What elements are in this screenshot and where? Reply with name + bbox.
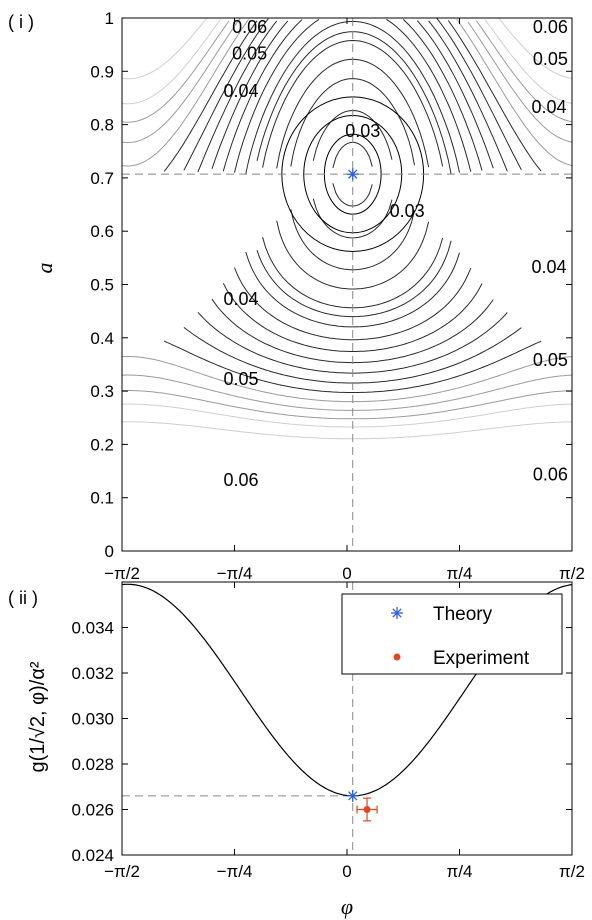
- x-tick-label: π/4: [447, 564, 473, 583]
- contour-line: [121, 356, 573, 403]
- contour-label: 0.05: [533, 350, 568, 370]
- y-tick-label: 0.4: [90, 329, 114, 348]
- y-axis-label: a: [32, 263, 57, 274]
- y-tick-label: 0.9: [90, 62, 114, 81]
- panel-ii-label: ( ii ): [8, 588, 38, 608]
- panel-i-label: ( i ): [8, 12, 34, 32]
- legend-theory-asterisk: [391, 607, 403, 619]
- panel-i: ( i ) 0.06 0.060.05 0.050.040.040.030.030.…: [8, 9, 585, 583]
- x-axis-label: φ: [341, 894, 353, 919]
- y-tick-label: 0.3: [90, 382, 114, 401]
- guide-lines: [122, 18, 572, 551]
- contour-label: 0.06: [223, 470, 258, 490]
- contour-label: 0.03: [345, 121, 380, 141]
- y-tick-label: 0.6: [90, 222, 114, 241]
- contour-line: [121, 19, 573, 105]
- x-axis-ticks: −π/2 −π/4 0 π/4 π/2: [104, 18, 585, 583]
- contour-label: 0.06: [533, 17, 568, 37]
- contour-line: [222, 282, 483, 352]
- y-tick-label: 0.024: [71, 846, 114, 865]
- legend-box: [341, 593, 563, 675]
- contour-label: 0.04: [223, 81, 258, 101]
- contour-line: [256, 240, 452, 318]
- y-tick-label: 0.1: [90, 489, 114, 508]
- contour-label: 0.05: [232, 44, 267, 64]
- contour-line: [121, 17, 573, 80]
- contour-label: 0.06: [533, 465, 568, 485]
- legend: Theory Experiment: [341, 593, 563, 675]
- x-tick-label: −π/2: [104, 564, 140, 583]
- contour-line: [234, 267, 472, 341]
- legend-theory-marker: [391, 607, 403, 619]
- experiment-marker: [356, 797, 378, 822]
- contour-label: 0.03: [390, 201, 425, 221]
- contour-line: [262, 39, 444, 168]
- y-tick-label: 0.2: [90, 435, 114, 454]
- contour-label: 0.04: [531, 97, 566, 117]
- contour-line: [122, 421, 573, 440]
- contour-label: 0.05: [533, 49, 568, 69]
- x-tick-label: −π/4: [217, 862, 253, 881]
- contour-line: [121, 18, 573, 144]
- contour-label: 0.06: [232, 17, 267, 37]
- y-tick-label: 0.7: [90, 169, 114, 188]
- contour-line: [234, 18, 472, 173]
- y-tick-label: 0.8: [90, 116, 114, 135]
- x-tick-label: 0: [342, 862, 351, 881]
- contour-line: [211, 20, 494, 169]
- y-tick-label: 0.030: [71, 710, 114, 729]
- panel-ii: ( ii ) 0.024 0.026 0.028 0.030 0.032 0.034 −π…: [8, 581, 585, 919]
- contour-label: 0.05: [223, 369, 258, 389]
- contour-line: [121, 18, 573, 167]
- x-tick-label: −π/2: [104, 862, 140, 881]
- contour-line: [222, 19, 483, 172]
- x-tick-label: π/2: [559, 564, 585, 583]
- y-tick-label: 0.026: [71, 801, 114, 820]
- contour-line: [121, 20, 573, 123]
- theory-point: [346, 168, 359, 181]
- y-axis-ticks: 0 0.1 0.2 0.3 0.4 0.5 0.6 0.7 0.8 0.9 1: [90, 9, 572, 561]
- contour-line: [256, 31, 452, 175]
- x-axis-ticks: −π/2 −π/4 0 π/4 π/2: [104, 582, 585, 881]
- contour-line: [163, 340, 542, 393]
- contour-line: [245, 251, 460, 328]
- y-axis-ticks: 0.024 0.026 0.028 0.030 0.032 0.034: [71, 619, 572, 865]
- contour-lines: [121, 17, 573, 440]
- x-tick-label: π/4: [447, 862, 473, 881]
- contour-line: [312, 198, 393, 239]
- y-tick-label: 1: [105, 9, 114, 28]
- theory-marker: [346, 168, 359, 181]
- legend-experiment-label: Experiment: [433, 648, 530, 669]
- contour-line: [183, 18, 522, 171]
- contour-line: [122, 374, 573, 411]
- y-tick-label: 0: [105, 542, 114, 561]
- contour-label: 0.04: [531, 257, 566, 277]
- y-tick-label: 0.5: [90, 276, 114, 295]
- x-tick-label: π/2: [559, 862, 585, 881]
- y-tick-label: 0.034: [71, 619, 114, 638]
- contour-line: [197, 20, 508, 173]
- y-tick-label: 0.032: [71, 664, 114, 683]
- legend-experiment-marker: [393, 653, 401, 661]
- contour-line: [121, 390, 573, 420]
- legend-theory-label: Theory: [433, 604, 493, 625]
- contour-line: [122, 403, 573, 428]
- y-axis-label-ii: g(1/√2, φ)/α²: [27, 661, 49, 772]
- x-tick-label: −π/4: [217, 564, 253, 583]
- guide-lines: [122, 582, 354, 855]
- data-points: [346, 789, 378, 822]
- plot-frame-i: [121, 17, 573, 552]
- contour-line: [290, 78, 415, 167]
- theory-marker: [346, 789, 359, 802]
- x-tick-label: 0: [342, 564, 351, 583]
- contour-line: [163, 20, 542, 172]
- contour-labels: 0.06 0.06 0.05 0.05 0.04 0.04 0.03 0.03 0.04 0.04…: [223, 17, 567, 490]
- y-tick-label: 0.028: [71, 755, 114, 774]
- contour-label: 0.04: [223, 289, 258, 309]
- contour-line: [276, 220, 430, 290]
